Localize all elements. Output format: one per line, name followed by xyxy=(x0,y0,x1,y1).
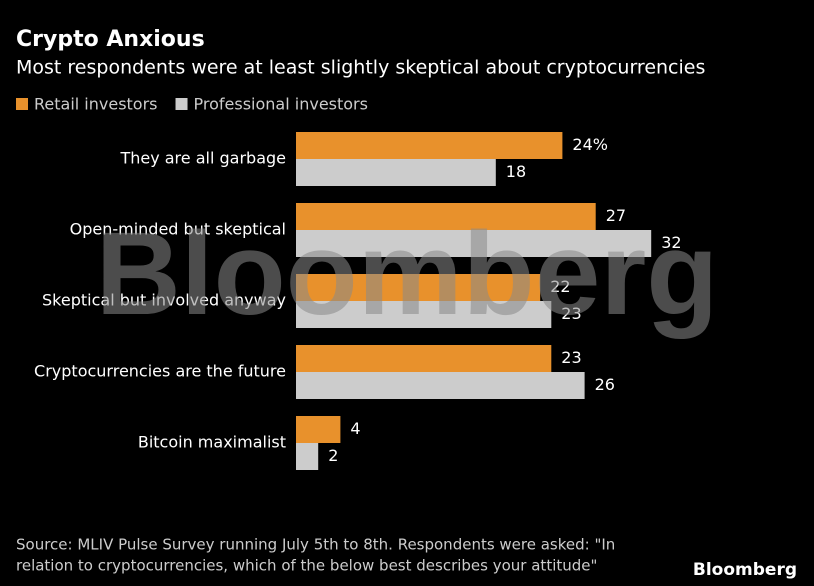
source-line: Source: MLIV Pulse Survey running July 5… xyxy=(16,536,615,554)
legend-label: Professional investors xyxy=(194,95,368,114)
y-tick-label: They are all garbage xyxy=(119,149,286,168)
data-label: 26 xyxy=(595,375,615,394)
chart-title: Crypto Anxious xyxy=(16,27,205,52)
data-label: 4 xyxy=(350,419,360,438)
source-line: relation to cryptocurrencies, which of t… xyxy=(16,557,597,575)
bar xyxy=(296,345,552,372)
bar xyxy=(296,132,563,159)
data-label: 22 xyxy=(550,277,570,296)
bar xyxy=(296,159,496,186)
bar xyxy=(296,230,652,257)
data-label: 32 xyxy=(661,233,681,252)
bar xyxy=(296,203,596,230)
data-label: 23 xyxy=(561,304,581,323)
y-tick-label: Open-minded but skeptical xyxy=(70,220,286,239)
data-label: 23 xyxy=(561,348,581,367)
logo: Bloomberg xyxy=(693,560,797,580)
legend-swatch xyxy=(16,98,28,110)
bar xyxy=(296,372,585,399)
watermark: Bloomberg xyxy=(96,208,719,340)
y-tick-label: Cryptocurrencies are the future xyxy=(34,362,286,381)
data-label: 27 xyxy=(606,206,626,225)
data-label: 2 xyxy=(328,446,338,465)
y-tick-label: Bitcoin maximalist xyxy=(138,433,286,452)
data-label: 18 xyxy=(506,162,526,181)
y-tick-label: Skeptical but involved anyway xyxy=(42,291,286,310)
legend-swatch xyxy=(175,98,188,110)
bar xyxy=(296,274,541,301)
data-label: 24% xyxy=(572,135,608,154)
legend-label: Retail investors xyxy=(34,95,158,114)
bar xyxy=(296,443,319,470)
chart-subtitle: Most respondents were at least slightly … xyxy=(16,57,705,79)
bar xyxy=(296,301,552,328)
bar xyxy=(296,416,341,443)
